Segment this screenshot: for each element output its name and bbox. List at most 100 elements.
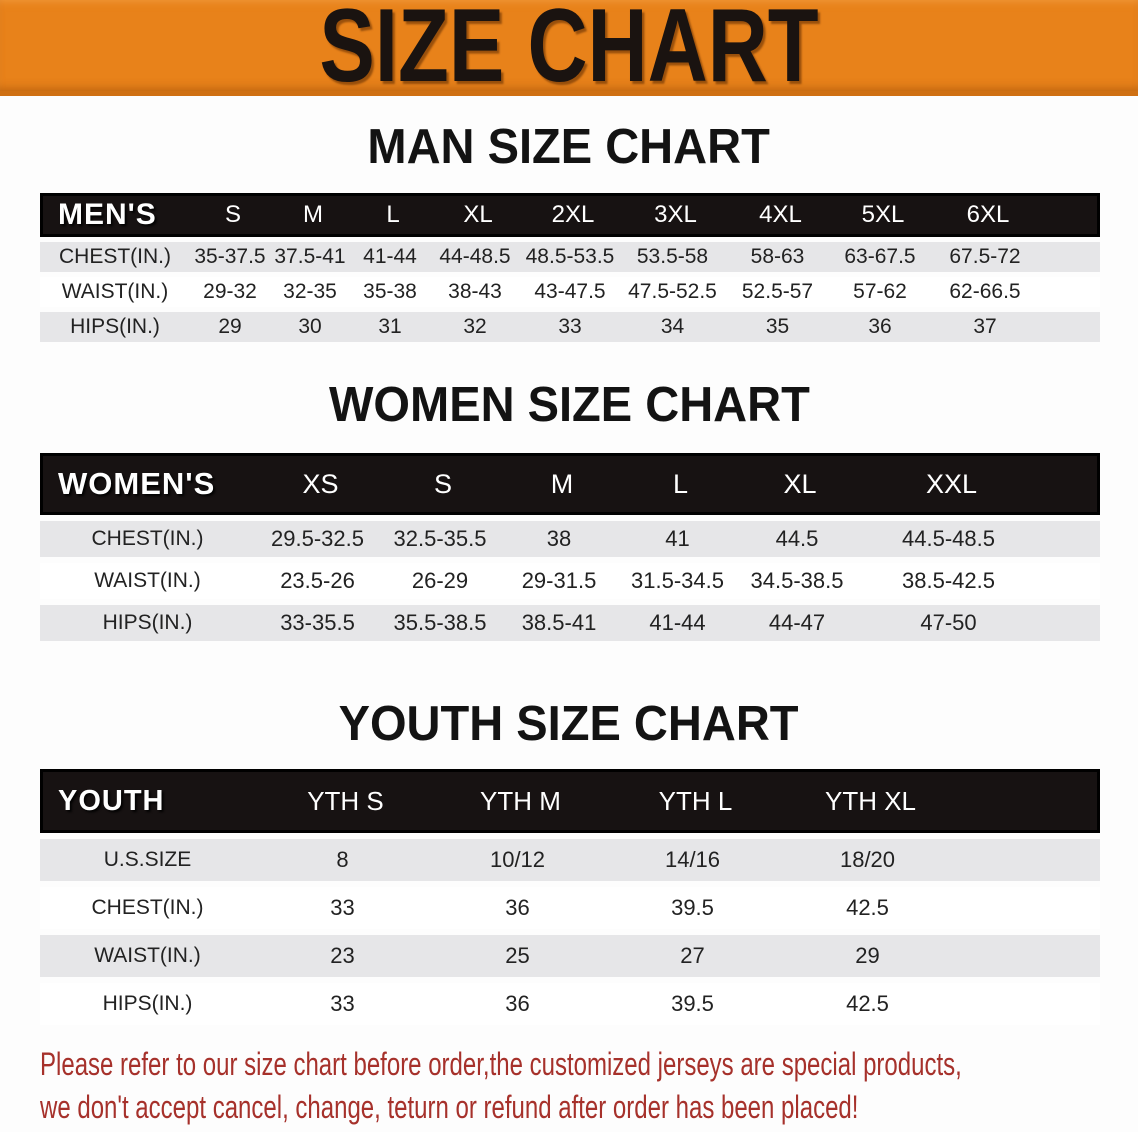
table-cell: 44-47 — [768, 610, 826, 635]
table-cell: 39.5 — [671, 895, 714, 920]
table-cell: 29-32 — [203, 280, 257, 303]
column-header: L — [672, 468, 689, 499]
column-header: 5XL — [861, 201, 905, 228]
table-cell: 30 — [298, 315, 322, 338]
column-header: 2XL — [551, 201, 595, 228]
column-header: YTH L — [658, 785, 733, 816]
mens-header-label: MEN'S — [58, 198, 157, 231]
row-label: HIPS(IN.) — [70, 315, 160, 338]
table-cell: 29.5-32.5 — [271, 526, 364, 551]
table-cell: 36 — [505, 991, 530, 1016]
table-cell: 36 — [868, 315, 892, 338]
table-cell: 41-44 — [363, 245, 417, 268]
table-row-chest: CHEST(IN.) 35-37.5 37.5-41 41-44 44-48.5… — [40, 242, 1100, 272]
disclaimer-text: Please refer to our size chart before or… — [40, 1043, 1138, 1129]
table-cell: 52.5-57 — [741, 280, 814, 303]
size-chart-banner: SIZE CHART — [0, 0, 1138, 104]
column-header: 4XL — [759, 201, 802, 228]
table-cell: 10/12 — [489, 847, 546, 872]
column-header: L — [386, 201, 400, 228]
column-header: XXL — [925, 468, 978, 499]
row-label: CHEST(IN.) — [91, 527, 204, 550]
table-cell: 53.5-58 — [636, 245, 709, 268]
table-cell: 25 — [505, 943, 530, 968]
row-label: U.S.SIZE — [103, 848, 192, 871]
table-cell: 47.5-52.5 — [628, 280, 717, 303]
table-cell: 29-31.5 — [521, 568, 597, 593]
table-cell: 33 — [330, 895, 355, 920]
table-row-hips: HIPS(IN.) 33-35.5 35.5-38.5 38.5-41 41-4… — [40, 605, 1100, 641]
table-cell: 35 — [765, 315, 790, 338]
table-cell: 37.5-41 — [274, 245, 346, 268]
column-header: YTH M — [480, 785, 561, 816]
column-header: YTH XL — [824, 785, 917, 816]
table-cell: 47-50 — [920, 610, 977, 635]
table-cell: 23 — [330, 943, 355, 968]
table-cell: 41 — [665, 526, 690, 551]
table-cell: 23.5-26 — [280, 568, 355, 593]
table-cell: 44.5-48.5 — [902, 526, 995, 551]
column-header: M — [550, 468, 574, 499]
table-cell: 38.5-41 — [521, 610, 597, 635]
table-cell: 67.5-72 — [949, 245, 1021, 268]
column-header: YTH S — [307, 785, 384, 816]
table-row-waist: WAIST(IN.) 29-32 32-35 35-38 38-43 43-47… — [40, 277, 1100, 307]
table-cell: 26-29 — [411, 568, 469, 593]
table-cell: 39.5 — [671, 991, 714, 1016]
table-cell: 33-35.5 — [280, 610, 355, 635]
table-cell: 8 — [336, 847, 349, 872]
table-cell: 62-66.5 — [949, 280, 1021, 303]
row-label: CHEST(IN.) — [59, 245, 171, 268]
table-cell: 48.5-53.5 — [525, 245, 615, 268]
table-cell: 18/20 — [839, 847, 896, 872]
row-label: HIPS(IN.) — [102, 992, 193, 1015]
table-cell: 31.5-34.5 — [631, 568, 724, 593]
column-header: 3XL — [654, 201, 697, 228]
table-cell: 44.5 — [775, 526, 819, 551]
table-cell: 43-47.5 — [534, 280, 606, 303]
table-row-waist: WAIST(IN.) 23.5-26 26-29 29-31.5 31.5-34… — [40, 563, 1100, 599]
column-header: XL — [463, 201, 493, 228]
table-row-hips: HIPS(IN.) 33 36 39.5 42.5 — [40, 983, 1100, 1025]
row-label: CHEST(IN.) — [91, 896, 204, 919]
mens-size-table: MEN'S S M L XL 2XL 3XL 4XL 5XL 6XL CHEST… — [40, 193, 1100, 342]
table-cell: 36 — [505, 895, 530, 920]
table-cell: 44-48.5 — [439, 245, 511, 268]
table-cell: 29 — [855, 943, 880, 968]
table-row-chest: CHEST(IN.) 29.5-32.5 32.5-35.5 38 41 44.… — [40, 521, 1100, 557]
table-cell: 32 — [463, 315, 487, 338]
column-header: XS — [302, 468, 339, 499]
banner-title: SIZE CHART — [319, 0, 819, 104]
table-row-hips: HIPS(IN.) 29 30 31 32 33 34 35 36 37 — [40, 312, 1100, 342]
table-cell: 34.5-38.5 — [750, 568, 844, 593]
table-row-waist: WAIST(IN.) 23 25 27 29 — [40, 935, 1100, 977]
table-cell: 27 — [680, 943, 705, 968]
disclaimer-line-2: we don't accept cancel, change, teturn o… — [40, 1089, 859, 1125]
table-cell: 33 — [330, 991, 355, 1016]
table-cell: 58-63 — [750, 245, 805, 268]
table-cell: 34 — [660, 315, 685, 338]
column-header: S — [433, 468, 452, 499]
table-cell: 35-37.5 — [194, 245, 266, 268]
women-section-title: WOMEN SIZE CHART — [328, 378, 810, 432]
table-cell: 37 — [973, 315, 997, 338]
table-cell: 38.5-42.5 — [902, 568, 995, 593]
table-cell: 32.5-35.5 — [393, 526, 487, 551]
table-cell: 35-38 — [363, 280, 417, 303]
row-label: WAIST(IN.) — [61, 280, 169, 303]
table-cell: 29 — [218, 315, 242, 338]
table-cell: 33 — [558, 315, 582, 338]
table-cell: 14/16 — [664, 847, 721, 872]
table-cell: 38-43 — [448, 280, 502, 303]
mens-table-header-row: MEN'S S M L XL 2XL 3XL 4XL 5XL 6XL — [40, 193, 1100, 237]
table-cell: 57-62 — [853, 280, 907, 303]
table-cell: 35.5-38.5 — [393, 610, 487, 635]
row-label: WAIST(IN.) — [94, 944, 201, 967]
youth-header-label: YOUTH — [58, 784, 165, 817]
man-section-title: MAN SIZE CHART — [367, 120, 771, 174]
table-row-ussize: U.S.SIZE 8 10/12 14/16 18/20 — [40, 839, 1100, 881]
youth-table-header-row: YOUTH YTH S YTH M YTH L YTH XL — [40, 769, 1100, 833]
column-header: M — [303, 201, 323, 228]
column-header: XL — [783, 468, 817, 499]
column-header: S — [224, 201, 241, 228]
